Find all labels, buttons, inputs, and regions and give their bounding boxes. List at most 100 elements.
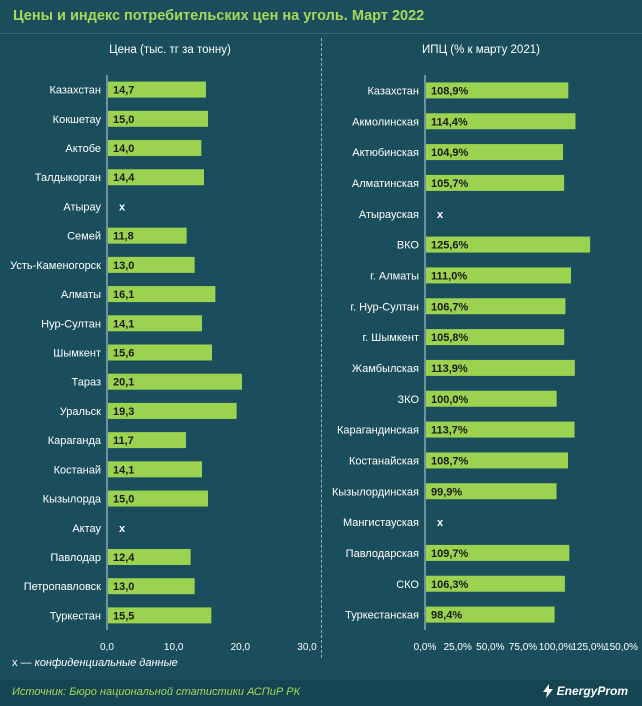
category-label: Атырауская: [359, 209, 419, 221]
category-label: ЗКО: [398, 394, 420, 406]
data-label: 108,9%: [431, 85, 469, 97]
logo-text: EnergyProm: [556, 684, 628, 698]
footnote-symbol: x —: [12, 657, 32, 669]
category-label: Карагандинская: [337, 425, 419, 437]
data-label: 125,6%: [431, 240, 469, 252]
bar: [426, 144, 564, 161]
data-label: 99,9%: [431, 486, 462, 498]
data-label: 113,9%: [431, 363, 468, 375]
data-label: 108,7%: [431, 455, 469, 467]
category-label: Актюбинская: [352, 147, 419, 159]
data-label: 12,4: [113, 552, 135, 564]
category-label: Шымкент: [53, 348, 101, 360]
data-label: 16,1: [113, 289, 134, 301]
category-label: Костанай: [54, 464, 101, 476]
bar: [108, 110, 208, 127]
data-label: 20,1: [113, 377, 134, 389]
chart-title: Цены и индекс потребительских цен на уго…: [13, 8, 425, 24]
tick-label: 50,0%: [476, 642, 504, 653]
data-label: 19,3: [113, 406, 134, 418]
bar: [426, 113, 576, 130]
bar: [108, 81, 206, 98]
category-label: Жамбылская: [352, 363, 419, 375]
bar: [108, 344, 212, 361]
tick-label: 25,0%: [443, 642, 471, 653]
data-label: 14,1: [113, 318, 134, 330]
category-label: Актобе: [65, 143, 101, 155]
bar: [426, 421, 575, 438]
category-label: Алматы: [61, 289, 101, 301]
bar: [426, 298, 566, 315]
data-label-missing: x: [437, 517, 444, 529]
bar: [426, 483, 557, 500]
category-label: Павлодарская: [346, 548, 419, 560]
data-label: 15,0: [113, 114, 134, 126]
footnote: x — конфиденциальные данные: [12, 657, 178, 669]
bar: [426, 267, 572, 284]
bar: [108, 432, 186, 449]
data-label: 114,4%: [431, 116, 468, 128]
bar: [426, 575, 565, 592]
category-label: Казахстан: [49, 85, 101, 97]
price-chart: Казахстан 14,7 Кокшетау 15,0 Актобе 14,0 Талды…: [10, 75, 317, 653]
bar: [426, 82, 569, 99]
data-label: 109,7%: [431, 548, 469, 560]
category-label: Атырау: [63, 201, 101, 213]
category-label: г. Шымкент: [363, 332, 420, 344]
bar: [108, 548, 191, 565]
data-label: 11,7: [113, 435, 134, 447]
bar: [426, 236, 591, 253]
data-label: 105,8%: [431, 332, 469, 344]
bar: [108, 578, 195, 595]
bar: [108, 607, 212, 624]
bar: [108, 227, 187, 244]
data-label: 14,7: [113, 85, 134, 97]
category-label: СКО: [396, 579, 419, 591]
category-label: г. Алматы: [370, 270, 419, 282]
bar: [108, 169, 204, 186]
bar: [426, 452, 569, 469]
category-label: г. Нур-Султан: [350, 301, 419, 313]
category-label: Семей: [67, 231, 101, 243]
category-label: Караганда: [48, 435, 102, 447]
title-separator: [0, 33, 642, 34]
tick-label: 75,0%: [509, 642, 537, 653]
tick-label: 100,0%: [539, 642, 573, 653]
footnote-text: конфиденциальные данные: [34, 657, 178, 669]
category-label: Павлодар: [50, 552, 101, 564]
data-label: 100,0%: [431, 394, 469, 406]
bar: [426, 329, 565, 346]
category-label: Туркестанская: [345, 610, 419, 622]
bar: [108, 286, 216, 303]
energy-bolt-icon: [542, 684, 553, 698]
bar: [426, 606, 555, 623]
right-chart-title: ИПЦ (% к марту 2021): [422, 44, 540, 56]
bar: [108, 256, 195, 273]
data-label: 104,9%: [431, 147, 469, 159]
bar: [108, 140, 202, 157]
bar: [108, 461, 202, 478]
data-label-missing: x: [437, 209, 444, 221]
logo: EnergyProm: [542, 684, 628, 698]
category-label: Талдыкорган: [35, 172, 101, 184]
category-label: Уральск: [60, 406, 101, 418]
category-label: Туркестан: [50, 610, 101, 622]
category-label: ВКО: [397, 240, 420, 252]
bar: [108, 402, 237, 419]
cpi-chart: Казахстан 108,9% Акмолинская 114,4% Актюбинс…: [332, 75, 638, 653]
data-label: 13,0: [113, 260, 134, 272]
data-label: 106,7%: [431, 301, 469, 313]
tick-label: 0,0%: [414, 642, 437, 653]
category-label: Акмолинская: [352, 116, 419, 128]
bar: [108, 373, 242, 390]
data-label: 15,6: [113, 348, 134, 360]
tick-label: 125,0%: [571, 642, 605, 653]
data-label: 105,7%: [431, 178, 469, 190]
bar: [108, 490, 208, 507]
tick-label: 20,0: [231, 642, 251, 653]
tick-label: 0,0: [100, 642, 114, 653]
bar: [426, 359, 575, 376]
data-label: 113,7%: [431, 425, 468, 437]
category-label: Нур-Султан: [41, 318, 101, 330]
category-label: Актау: [72, 523, 101, 535]
